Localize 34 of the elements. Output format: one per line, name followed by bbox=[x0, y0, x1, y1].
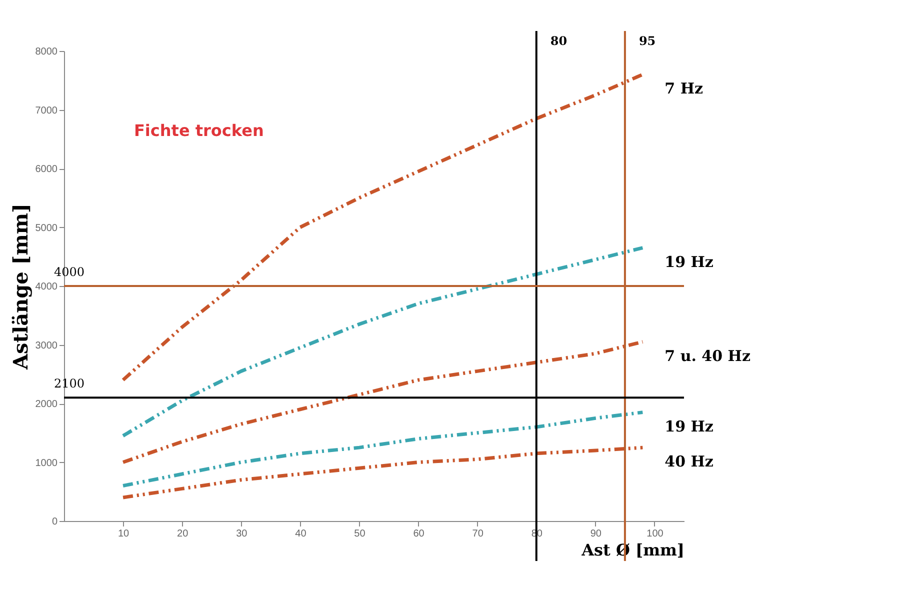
x-tick-label: 50 bbox=[354, 528, 366, 540]
annotation: Fichte trocken bbox=[134, 121, 264, 140]
x-tick-label: 30 bbox=[236, 528, 248, 540]
line-series bbox=[121, 340, 644, 464]
x-tick-label: 40 bbox=[295, 528, 307, 540]
y-axis-title: Astlänge [mm] bbox=[8, 203, 32, 371]
ref-line-label: 4000 bbox=[54, 265, 85, 279]
line-series bbox=[121, 410, 644, 488]
y-tick-label: 0 bbox=[52, 516, 58, 528]
y-tick-label: 5000 bbox=[35, 222, 58, 234]
series-label: 40 Hz bbox=[664, 452, 714, 471]
ref-line-label: 2100 bbox=[54, 376, 85, 391]
ref-line-label: 95 bbox=[638, 34, 656, 48]
x-tick-label: 90 bbox=[590, 528, 602, 540]
x-tick-label: 10 bbox=[118, 528, 130, 540]
line-series bbox=[121, 446, 644, 500]
line-series bbox=[121, 72, 644, 382]
y-tick-label: 8000 bbox=[35, 46, 58, 58]
series-label: 19 Hz bbox=[664, 252, 714, 271]
y-tick-label: 7000 bbox=[35, 105, 58, 116]
series-label: 7 Hz bbox=[664, 80, 704, 98]
y-tick-label: 4000 bbox=[35, 282, 58, 292]
x-tick-label: 100 bbox=[646, 528, 664, 540]
x-tick-label: 60 bbox=[413, 528, 425, 540]
x-tick-label: 20 bbox=[177, 528, 189, 540]
series-label: 19 Hz bbox=[664, 417, 714, 436]
ref-line-label: 80 bbox=[550, 34, 568, 48]
y-tick-label: 6000 bbox=[35, 164, 58, 175]
line-series bbox=[121, 246, 644, 438]
y-tick-label: 3000 bbox=[35, 340, 58, 352]
y-tick-label: 1000 bbox=[35, 458, 58, 469]
x-tick-label: 70 bbox=[472, 528, 484, 540]
series-label: 7 u. 40 Hz bbox=[664, 346, 751, 365]
y-tick-label: 2000 bbox=[35, 399, 58, 410]
